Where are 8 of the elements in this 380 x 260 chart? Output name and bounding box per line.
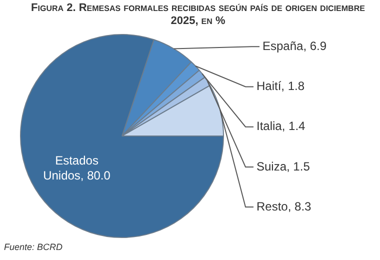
slice-label: España, 6.9 (262, 38, 327, 53)
slice-label: Suiza, 1.5 (256, 159, 310, 174)
source-note: Fuente: BCRD (3, 242, 64, 252)
chart-title: Figura 2. Remesas formales recibidas según país de origen diciembre 2025, en % (30, 1, 366, 29)
slice-label: Italia, 1.4 (256, 119, 306, 134)
slice-label: Estados Unidos, 80.0 (43, 154, 111, 183)
slice-label: Haití, 1.8 (256, 79, 305, 94)
slice-label: Resto, 8.3 (256, 199, 312, 214)
